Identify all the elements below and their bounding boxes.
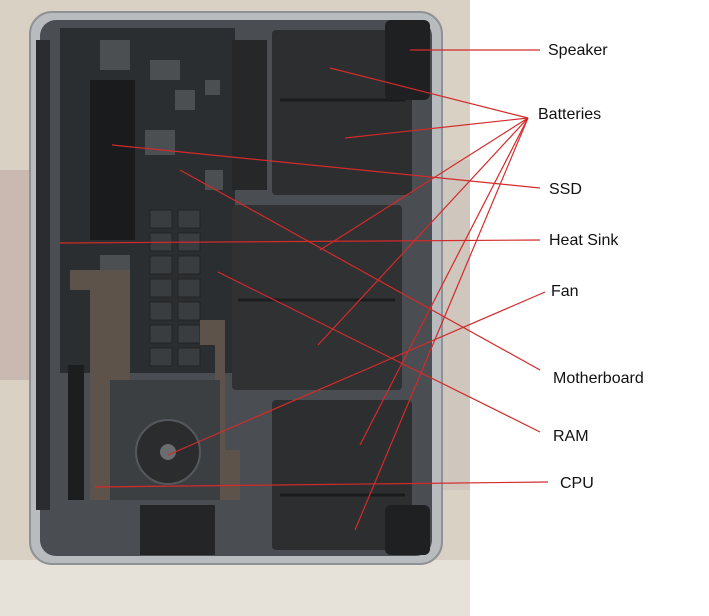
label-speaker: Speaker [548, 42, 608, 59]
fan-hub [160, 444, 176, 460]
label-fan: Fan [551, 283, 579, 300]
leader-ram [217, 271, 541, 433]
speaker-bottom [385, 505, 430, 555]
label-heat-sink: Heat Sink [549, 232, 619, 249]
leader-heat-sink [59, 239, 541, 244]
battery-middle [232, 205, 402, 390]
battery-top [272, 30, 412, 195]
speaker [385, 20, 430, 100]
leader-lines [59, 49, 549, 531]
label-batteries: Batteries [538, 106, 602, 123]
label-ram: RAM [553, 428, 589, 445]
leader-batteries-6 [354, 117, 529, 531]
leader-fan [167, 291, 546, 456]
leader-batteries-4 [317, 117, 529, 346]
table-surface [0, 560, 470, 616]
label-ssd: SSD [549, 181, 582, 198]
io-board [140, 505, 215, 555]
label-cpu: CPU [560, 475, 594, 492]
leader-batteries-5 [359, 117, 529, 446]
leader-motherboard [179, 169, 541, 371]
battery-bottom [272, 400, 412, 550]
leader-batteries-2 [344, 117, 529, 139]
ssd-module [90, 80, 135, 240]
motherboard-components [100, 40, 223, 270]
label-motherboard: Motherboard [553, 370, 644, 387]
leader-batteries-3 [319, 117, 529, 251]
case-edge [36, 40, 50, 510]
leader-batteries-1 [329, 67, 529, 119]
leader-ssd [111, 144, 541, 189]
heat-sink-fins [68, 365, 84, 500]
leader-cpu [94, 481, 549, 488]
white-margin [470, 0, 709, 616]
battery-label-panel [232, 40, 267, 190]
heat-sink-pipe [70, 270, 130, 500]
